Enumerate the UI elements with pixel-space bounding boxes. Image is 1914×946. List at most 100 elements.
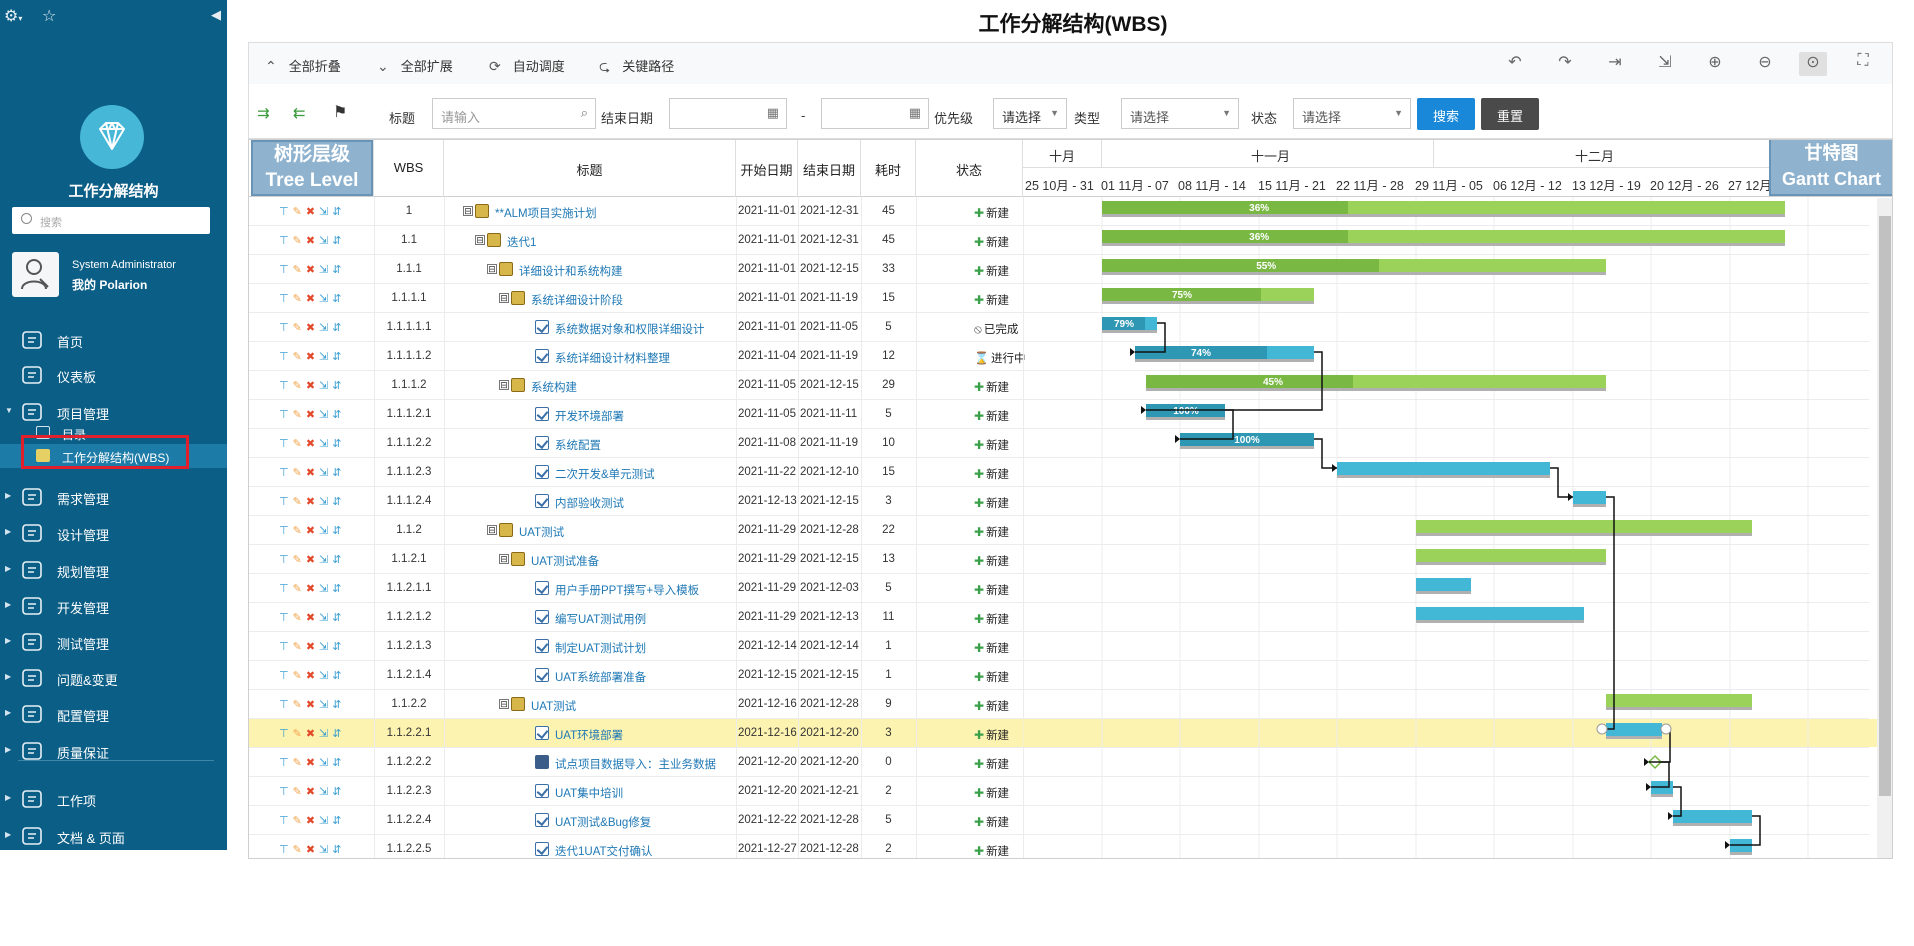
edit-icon[interactable]: ✎ xyxy=(292,206,306,218)
export-icon[interactable]: ⇲ xyxy=(1658,54,1672,71)
edit-icon[interactable]: ✎ xyxy=(292,438,306,450)
search-button[interactable]: 搜索 xyxy=(1417,98,1475,130)
edit-icon[interactable]: ✎ xyxy=(292,641,306,653)
priority-select[interactable]: 请选择 ▼ xyxy=(993,98,1067,129)
add-child-icon[interactable]: ⊤ xyxy=(279,786,293,798)
delete-icon[interactable]: ✖ xyxy=(305,670,320,682)
link-icon[interactable]: ⇲ xyxy=(319,525,333,537)
end-date-to-input[interactable]: ▦ xyxy=(821,98,929,129)
add-child-icon[interactable]: ⊤ xyxy=(279,235,293,247)
cell-title[interactable]: 系统数据对象和权限详细设计 xyxy=(555,324,705,336)
table-row[interactable]: ⊤✎✖⇲⇵ 1.1.2.2 ⊟ UAT测试 2021-12-16 2021-12-28 9 ✚… xyxy=(249,690,1869,719)
move-icon[interactable]: ⇵ xyxy=(332,612,346,624)
delete-icon[interactable]: ✖ xyxy=(305,409,320,421)
move-icon[interactable]: ⇵ xyxy=(332,757,346,769)
edit-icon[interactable]: ✎ xyxy=(292,786,306,798)
add-child-icon[interactable]: ⊤ xyxy=(279,728,293,740)
cell-title[interactable]: 迭代1 xyxy=(507,237,537,249)
move-icon[interactable]: ⇵ xyxy=(332,467,346,479)
cell-title[interactable]: UAT测试 xyxy=(519,527,565,539)
table-row[interactable]: ⊤✎✖⇲⇵ 1.1.2.2.3 UAT集中培训 2021-12-20 2021-12-2… xyxy=(249,777,1869,806)
table-row[interactable]: ⊤✎✖⇲⇵ 1.1.1 ⊟ 详细设计和系统构建 2021-11-01 2021-12-15… xyxy=(249,255,1869,284)
table-row[interactable]: ⊤✎✖⇲⇵ 1.1.1.2.2 系统配置 2021-11-08 2021-11-19 10… xyxy=(249,429,1869,458)
caret-icon[interactable]: ▶ xyxy=(5,491,12,500)
link-icon[interactable]: ⇲ xyxy=(319,583,333,595)
link-icon[interactable]: ⇲ xyxy=(319,641,333,653)
import-icon[interactable]: ⇥ xyxy=(1608,54,1622,71)
edit-icon[interactable]: ✎ xyxy=(292,496,306,508)
undo-icon[interactable]: ↶ xyxy=(1508,54,1522,71)
link-icon[interactable]: ⇲ xyxy=(319,699,333,711)
expand-all-button[interactable]: ⌄ 全部扩展 xyxy=(377,56,453,75)
collapse-left-icon[interactable]: ◀ xyxy=(211,7,221,22)
tree-toggle-icon[interactable]: ⊟ xyxy=(475,235,485,245)
move-icon[interactable]: ⇵ xyxy=(332,525,346,537)
drag-handle-end[interactable] xyxy=(1660,723,1672,735)
link-icon[interactable]: ⇲ xyxy=(319,206,333,218)
delete-icon[interactable]: ✖ xyxy=(305,815,320,827)
delete-icon[interactable]: ✖ xyxy=(305,844,320,856)
title-filter-input[interactable]: 请输入 ⌕ xyxy=(432,98,596,129)
delete-icon[interactable]: ✖ xyxy=(305,525,320,537)
delete-icon[interactable]: ✖ xyxy=(305,583,320,595)
delete-icon[interactable]: ✖ xyxy=(305,612,320,624)
add-child-icon[interactable]: ⊤ xyxy=(279,554,293,566)
add-child-icon[interactable]: ⊤ xyxy=(279,438,293,450)
move-icon[interactable]: ⇵ xyxy=(332,235,346,247)
cell-title[interactable]: UAT环境部署 xyxy=(555,730,624,742)
table-row[interactable]: ⊤✎✖⇲⇵ 1.1 ⊟ 迭代1 2021-11-01 2021-12-31 45 ✚ 新建 xyxy=(249,226,1869,255)
indent-icon[interactable]: ⇉ xyxy=(257,105,270,122)
zoom-in-icon[interactable]: ⊕ xyxy=(1708,54,1722,71)
delete-icon[interactable]: ✖ xyxy=(305,206,320,218)
delete-icon[interactable]: ✖ xyxy=(305,438,320,450)
sidebar-item-issue[interactable]: ▶ 问题&变更 xyxy=(0,664,227,692)
cell-title[interactable]: **ALM项目实施计划 xyxy=(495,208,597,220)
add-child-icon[interactable]: ⊤ xyxy=(279,641,293,653)
cell-title[interactable]: UAT测试&Bug修复 xyxy=(555,817,652,829)
delete-icon[interactable]: ✖ xyxy=(305,264,320,276)
sidebar-item-book[interactable]: ▶ 需求管理 xyxy=(0,483,227,511)
link-icon[interactable]: ⇲ xyxy=(319,351,333,363)
delete-icon[interactable]: ✖ xyxy=(305,699,320,711)
move-icon[interactable]: ⇵ xyxy=(332,583,346,595)
tree-toggle-icon[interactable]: ⊟ xyxy=(487,264,497,274)
link-icon[interactable]: ⇲ xyxy=(319,264,333,276)
caret-icon[interactable]: ▶ xyxy=(5,564,12,573)
add-child-icon[interactable]: ⊤ xyxy=(279,815,293,827)
link-icon[interactable]: ⇲ xyxy=(319,844,333,856)
caret-icon[interactable]: ▶ xyxy=(5,527,12,536)
move-icon[interactable]: ⇵ xyxy=(332,815,346,827)
gantt-bar[interactable] xyxy=(1416,578,1471,591)
move-icon[interactable]: ⇵ xyxy=(332,844,346,856)
edit-icon[interactable]: ✎ xyxy=(292,293,306,305)
table-row[interactable]: ⊤✎✖⇲⇵ 1.1.2.2.2 试点项目数据导入：主业务数据 2021-12-20 20… xyxy=(249,748,1869,777)
table-row[interactable]: ⊤✎✖⇲⇵ 1.1.2 ⊟ UAT测试 2021-11-29 2021-12-28 22 ✚ 新… xyxy=(249,516,1869,545)
auto-schedule-button[interactable]: ⟳ 自动调度 xyxy=(489,56,565,75)
table-row[interactable]: ⊤✎✖⇲⇵ 1.1.1.2 ⊟ 系统构建 2021-11-05 2021-12-15 29 ✚… xyxy=(249,371,1869,400)
add-child-icon[interactable]: ⊤ xyxy=(279,467,293,479)
cell-title[interactable]: 系统详细设计材料整理 xyxy=(555,353,670,365)
move-icon[interactable]: ⇵ xyxy=(332,380,346,392)
move-icon[interactable]: ⇵ xyxy=(332,728,346,740)
link-icon[interactable]: ⇲ xyxy=(319,293,333,305)
header-end-date[interactable]: 结束日期 xyxy=(798,140,861,197)
cell-title[interactable]: UAT系统部署准备 xyxy=(555,672,647,684)
delete-icon[interactable]: ✖ xyxy=(305,322,320,334)
tree-toggle-icon[interactable]: ⊟ xyxy=(499,554,509,564)
add-child-icon[interactable]: ⊤ xyxy=(279,496,293,508)
delete-icon[interactable]: ✖ xyxy=(305,467,320,479)
link-icon[interactable]: ⇲ xyxy=(319,554,333,566)
my-polarion-link[interactable]: 我的 Polarion xyxy=(72,278,148,292)
add-child-icon[interactable]: ⊤ xyxy=(279,583,293,595)
header-wbs[interactable]: WBS xyxy=(374,140,444,197)
add-child-icon[interactable]: ⊤ xyxy=(279,351,293,363)
move-icon[interactable]: ⇵ xyxy=(332,699,346,711)
delete-icon[interactable]: ✖ xyxy=(305,351,320,363)
gantt-bar[interactable] xyxy=(1337,462,1550,475)
cell-title[interactable]: 内部验收测试 xyxy=(555,498,624,510)
add-child-icon[interactable]: ⊤ xyxy=(279,206,293,218)
link-icon[interactable]: ⇲ xyxy=(319,496,333,508)
fullscreen-icon[interactable]: ⛶ xyxy=(1857,52,1869,69)
type-select[interactable]: 请选择 ▼ xyxy=(1121,98,1239,129)
move-icon[interactable]: ⇵ xyxy=(332,351,346,363)
